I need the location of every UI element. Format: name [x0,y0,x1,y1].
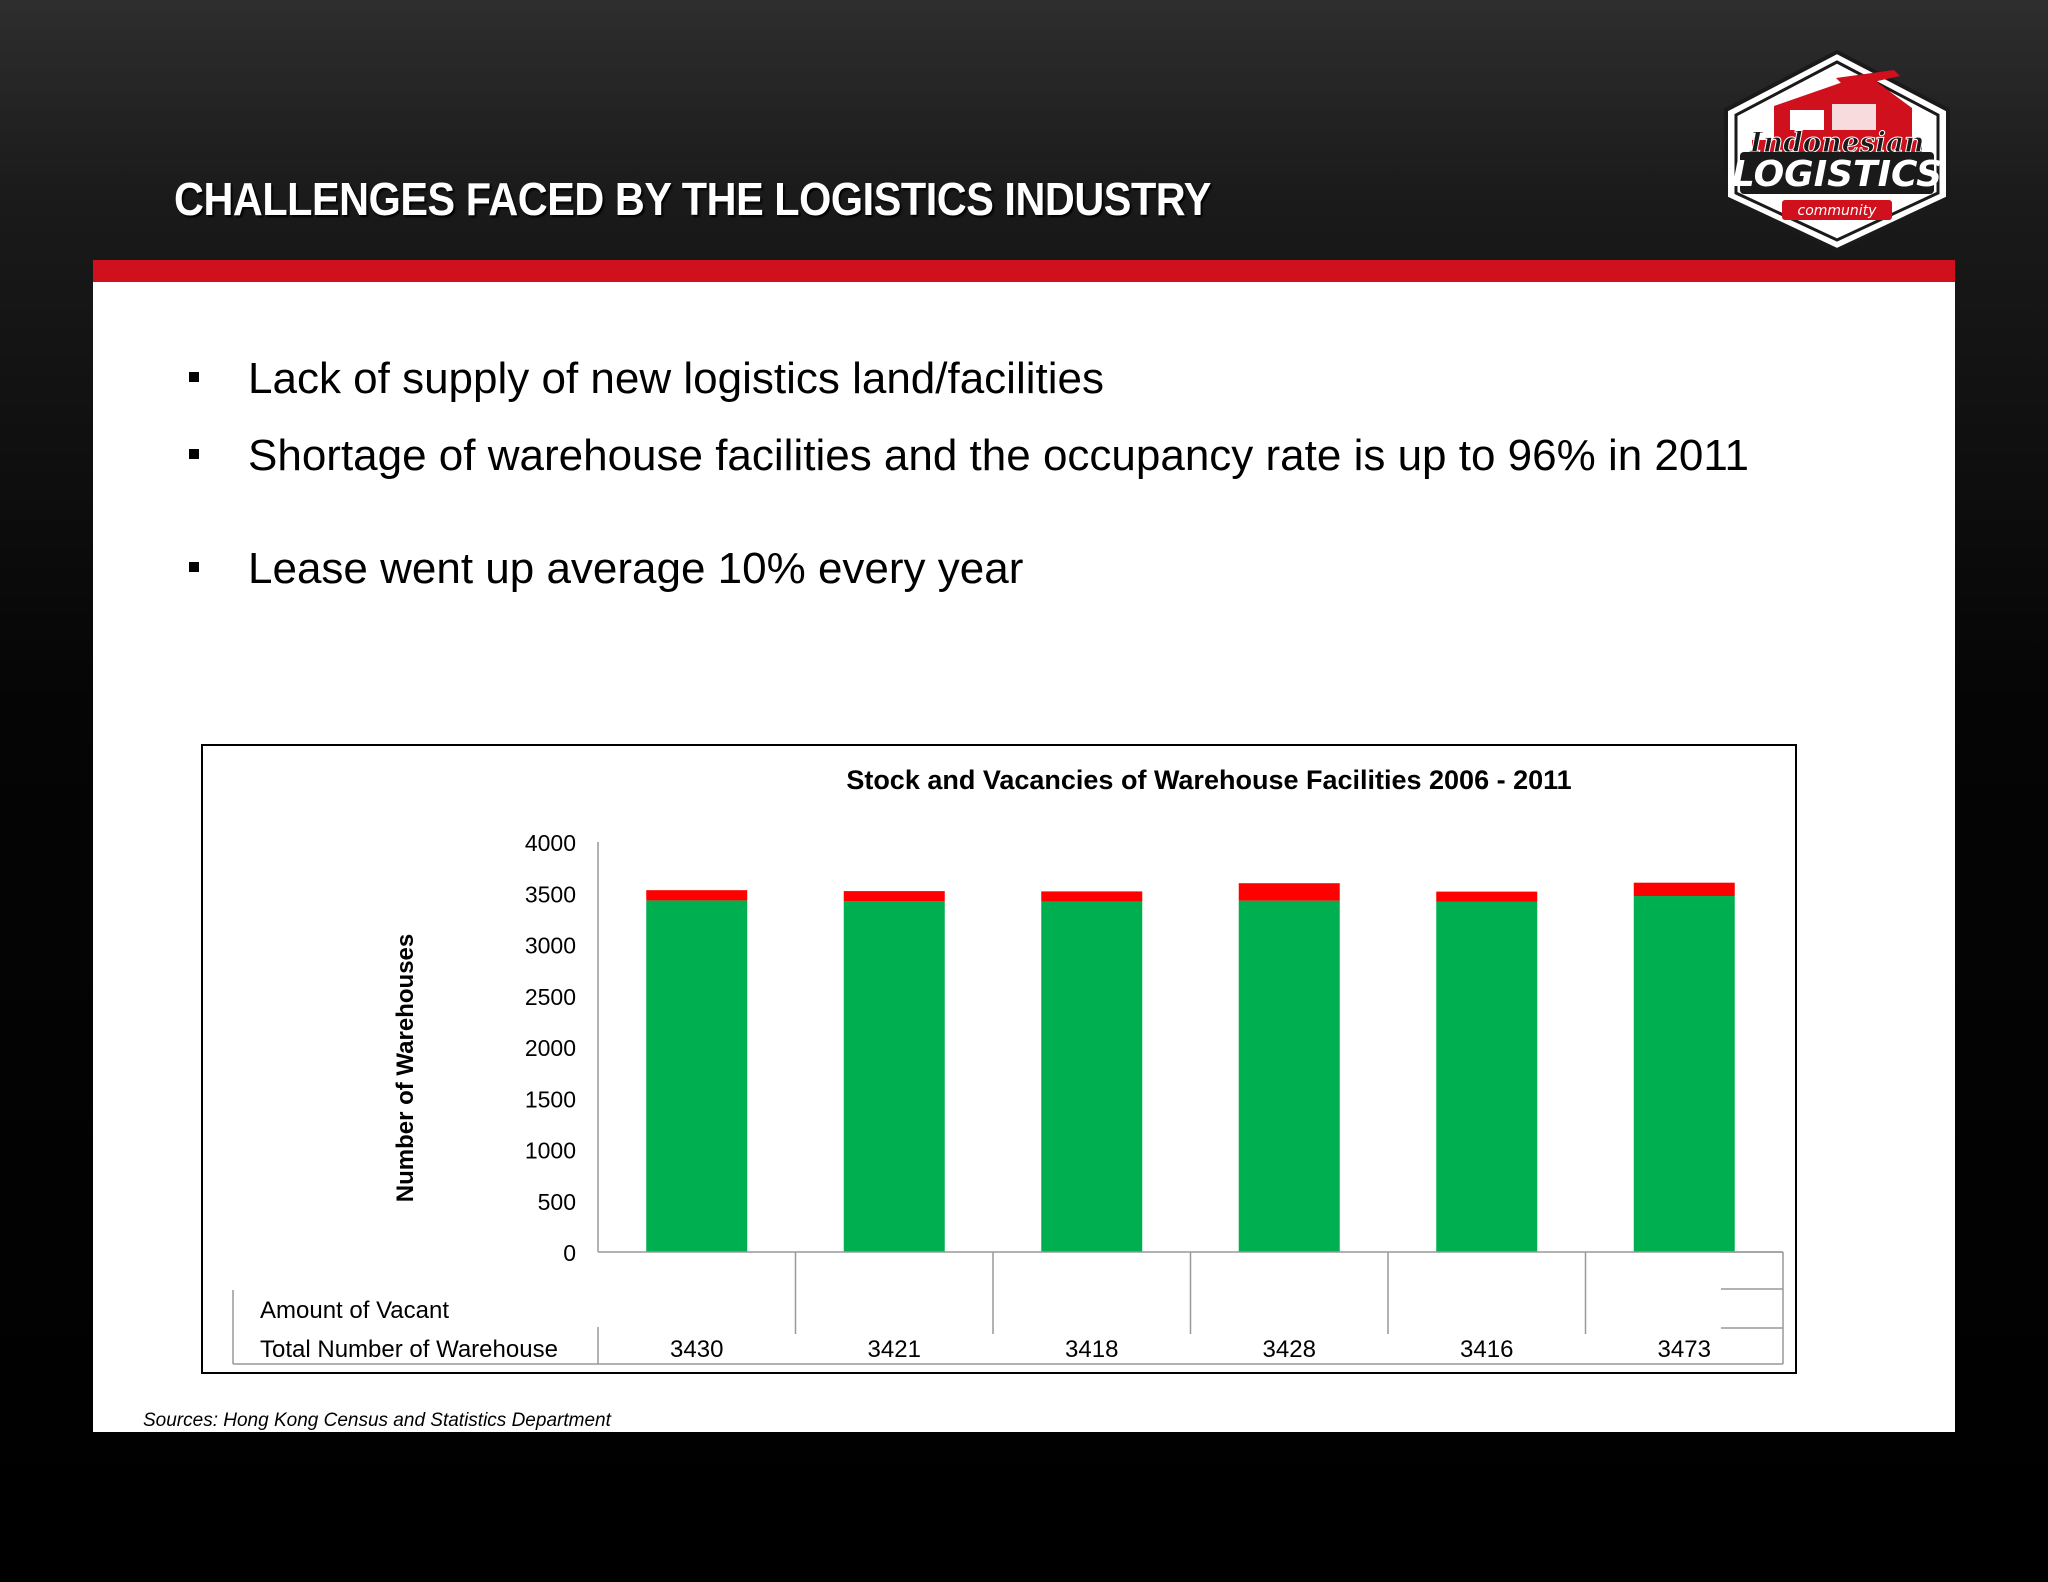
y-tick-label: 4000 [525,830,576,856]
y-tick-label: 2500 [525,984,576,1010]
title-underline-bar [93,260,1955,282]
table-cell-value: 3416 [1460,1336,1513,1363]
bar-vacant [646,890,748,901]
bar-vacant [1238,883,1340,901]
bar-occupied [646,900,748,1252]
bullet-item: Lease went up average 10% every year [248,544,1024,593]
bar-occupied [1436,901,1538,1252]
table-cell-value: 3428 [1263,1336,1316,1363]
y-tick-label: 3000 [525,933,576,959]
bullet-item: Lack of supply of new logistics land/fac… [248,354,1104,403]
y-tick-label: 0 [563,1240,576,1266]
y-tick-label: 2000 [525,1035,576,1061]
table-cell-value: 3430 [670,1336,723,1363]
logo-line2: LOGISTICS [1732,154,1942,195]
bar-vacant [1633,882,1735,897]
bar-vacant [1041,891,1143,902]
y-axis-label: Number of Warehouses [392,934,419,1203]
bullet-icon [189,449,199,459]
logo: Indonesian LOGISTICS community [1724,49,1950,253]
bar-occupied [1041,901,1143,1252]
slide-title: CHALLENGES FACED BY THE LOGISTICS INDUST… [174,173,1211,225]
bar-vacant [1436,891,1538,902]
table-row-label: Amount of Vacant [260,1297,449,1324]
bullet-item: Shortage of warehouse facilities and the… [248,431,1750,480]
bullet-icon [189,562,199,572]
y-tick-label: 1500 [525,1086,576,1112]
table-cell-value: 3421 [868,1336,921,1363]
y-tick-label: 500 [538,1189,576,1215]
bar-occupied [1238,900,1340,1252]
table-row-label: Total Number of Warehouse [260,1336,558,1363]
bullet-list: Lack of supply of new logistics land/fac… [93,282,1955,1432]
table-cell-value: 3418 [1065,1336,1118,1363]
table-cell-value: 3473 [1658,1336,1711,1363]
y-tick-label: 3500 [525,881,576,907]
source-note: Sources: Hong Kong Census and Statistics… [143,1410,611,1431]
truck-plane-ship-logo-icon [1774,70,1912,144]
warehouse-chart: Stock and Vacancies of Warehouse Facilit… [232,765,1784,1365]
logo-line3: community [1798,203,1878,219]
bar-occupied [843,901,945,1252]
bar-occupied [1633,896,1735,1252]
y-tick-label: 1000 [525,1138,576,1164]
chart-title: Stock and Vacancies of Warehouse Facilit… [846,765,1571,795]
bar-vacant [843,891,945,902]
bullet-icon [189,372,199,382]
content-panel: Lack of supply of new logistics land/fac… [93,282,1955,1432]
